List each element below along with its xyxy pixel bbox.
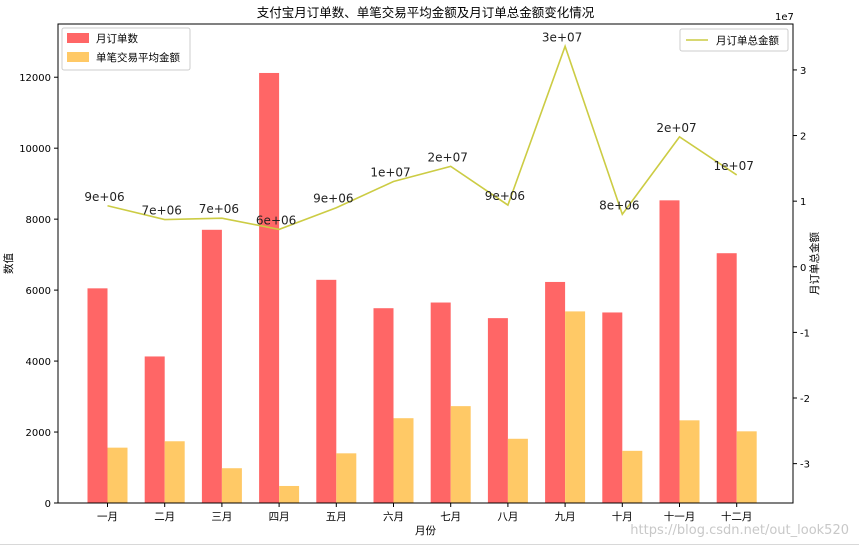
bar-orders <box>144 356 165 503</box>
y-tick-label: 4000 <box>26 357 51 368</box>
bar-avg-amount <box>164 441 185 503</box>
bar-avg-amount <box>221 468 242 503</box>
x-tick-label: 二月 <box>154 511 175 523</box>
bar-avg-amount <box>450 406 471 503</box>
legend-label: 单笔交易平均金额 <box>96 51 180 64</box>
x-tick-label: 十月 <box>612 510 633 523</box>
y-tick-label: 10000 <box>19 144 51 155</box>
line-data-label: 9e+06 <box>84 190 124 204</box>
bar-orders <box>316 279 337 503</box>
line-data-label: 1e+07 <box>370 165 410 179</box>
x-tick-label: 三月 <box>211 511 232 523</box>
bar-orders <box>259 72 280 503</box>
legend-right-box <box>679 28 789 52</box>
bar-orders <box>87 288 108 503</box>
y-tick-label: 8000 <box>26 215 51 226</box>
bar-orders <box>659 200 680 503</box>
y2-tick-label: 2 <box>800 132 806 143</box>
line-data-label: 9e+06 <box>313 192 353 206</box>
bar-orders <box>201 229 222 503</box>
bar-orders <box>373 308 394 503</box>
line-data-label: 8e+06 <box>599 198 639 212</box>
bar-avg-amount <box>679 420 700 503</box>
bar-orders <box>430 302 451 503</box>
bar-avg-amount <box>107 447 128 503</box>
y2-tick-label: 3 <box>800 66 806 77</box>
x-tick-label: 九月 <box>555 511 576 523</box>
line-data-label: 2e+07 <box>656 121 696 135</box>
x-tick-label: 八月 <box>497 511 518 523</box>
bar-orders <box>545 281 566 503</box>
bar-avg-amount <box>279 485 300 503</box>
x-tick-label: 七月 <box>440 511 461 523</box>
bar-avg-amount <box>507 438 528 503</box>
y2-tick-label: -1 <box>800 328 810 339</box>
line-data-label: 3e+07 <box>542 30 582 44</box>
legend-left-box <box>61 27 191 71</box>
bar-avg-amount <box>393 418 414 503</box>
y2-tick-label: 1 <box>800 197 806 208</box>
x-tick-label: 六月 <box>383 511 404 523</box>
y-axis-label: 数值 <box>2 253 15 274</box>
y2-tick-label: -2 <box>800 394 810 405</box>
bar-orders <box>716 253 737 503</box>
line-data-label: 7e+06 <box>199 202 239 216</box>
x-tick-label: 十一月 <box>664 510 696 523</box>
line-data-label: 2e+07 <box>428 150 468 164</box>
y2-tick-label: -3 <box>800 460 810 471</box>
legend-label: 月订单总金额 <box>716 34 779 47</box>
y-tick-label: 2000 <box>26 428 51 439</box>
bar-orders <box>602 312 623 503</box>
y-tick-label: 12000 <box>19 73 51 84</box>
y2-axis-label: 月订单总金额 <box>808 232 821 295</box>
bottom-rule <box>0 544 859 545</box>
bar-avg-amount <box>736 431 757 503</box>
bar-avg-amount <box>336 453 357 503</box>
legend-swatch <box>67 33 89 43</box>
x-tick-label: 四月 <box>269 511 290 523</box>
line-data-label: 6e+06 <box>256 213 296 227</box>
y2-tick-label: 0 <box>800 263 806 274</box>
y2-offset-text: 1e7 <box>775 12 794 23</box>
line-total-amount <box>107 43 738 231</box>
line-data-label: 1e+07 <box>714 159 754 173</box>
bar-orders <box>487 318 508 503</box>
legend-swatch <box>67 52 89 62</box>
y-tick-label: 0 <box>45 499 51 510</box>
line-data-label: 9e+06 <box>485 189 525 203</box>
x-axis-label: 月份 <box>415 525 436 537</box>
x-tick-label: 五月 <box>326 511 347 523</box>
y-tick-label: 6000 <box>26 286 51 297</box>
bar-avg-amount <box>565 311 586 503</box>
x-tick-label: 一月 <box>97 511 118 523</box>
x-tick-label: 十二月 <box>721 510 753 523</box>
watermark-text: https://blog.csdn.net/out_look520 <box>630 523 849 538</box>
line-data-label: 7e+06 <box>142 204 182 218</box>
chart-title: 支付宝月订单数、单笔交易平均金额及月订单总金额变化情况 <box>257 5 595 20</box>
legend-label: 月订单数 <box>96 32 138 45</box>
plot-frame <box>57 23 794 504</box>
bar-avg-amount <box>622 450 643 503</box>
